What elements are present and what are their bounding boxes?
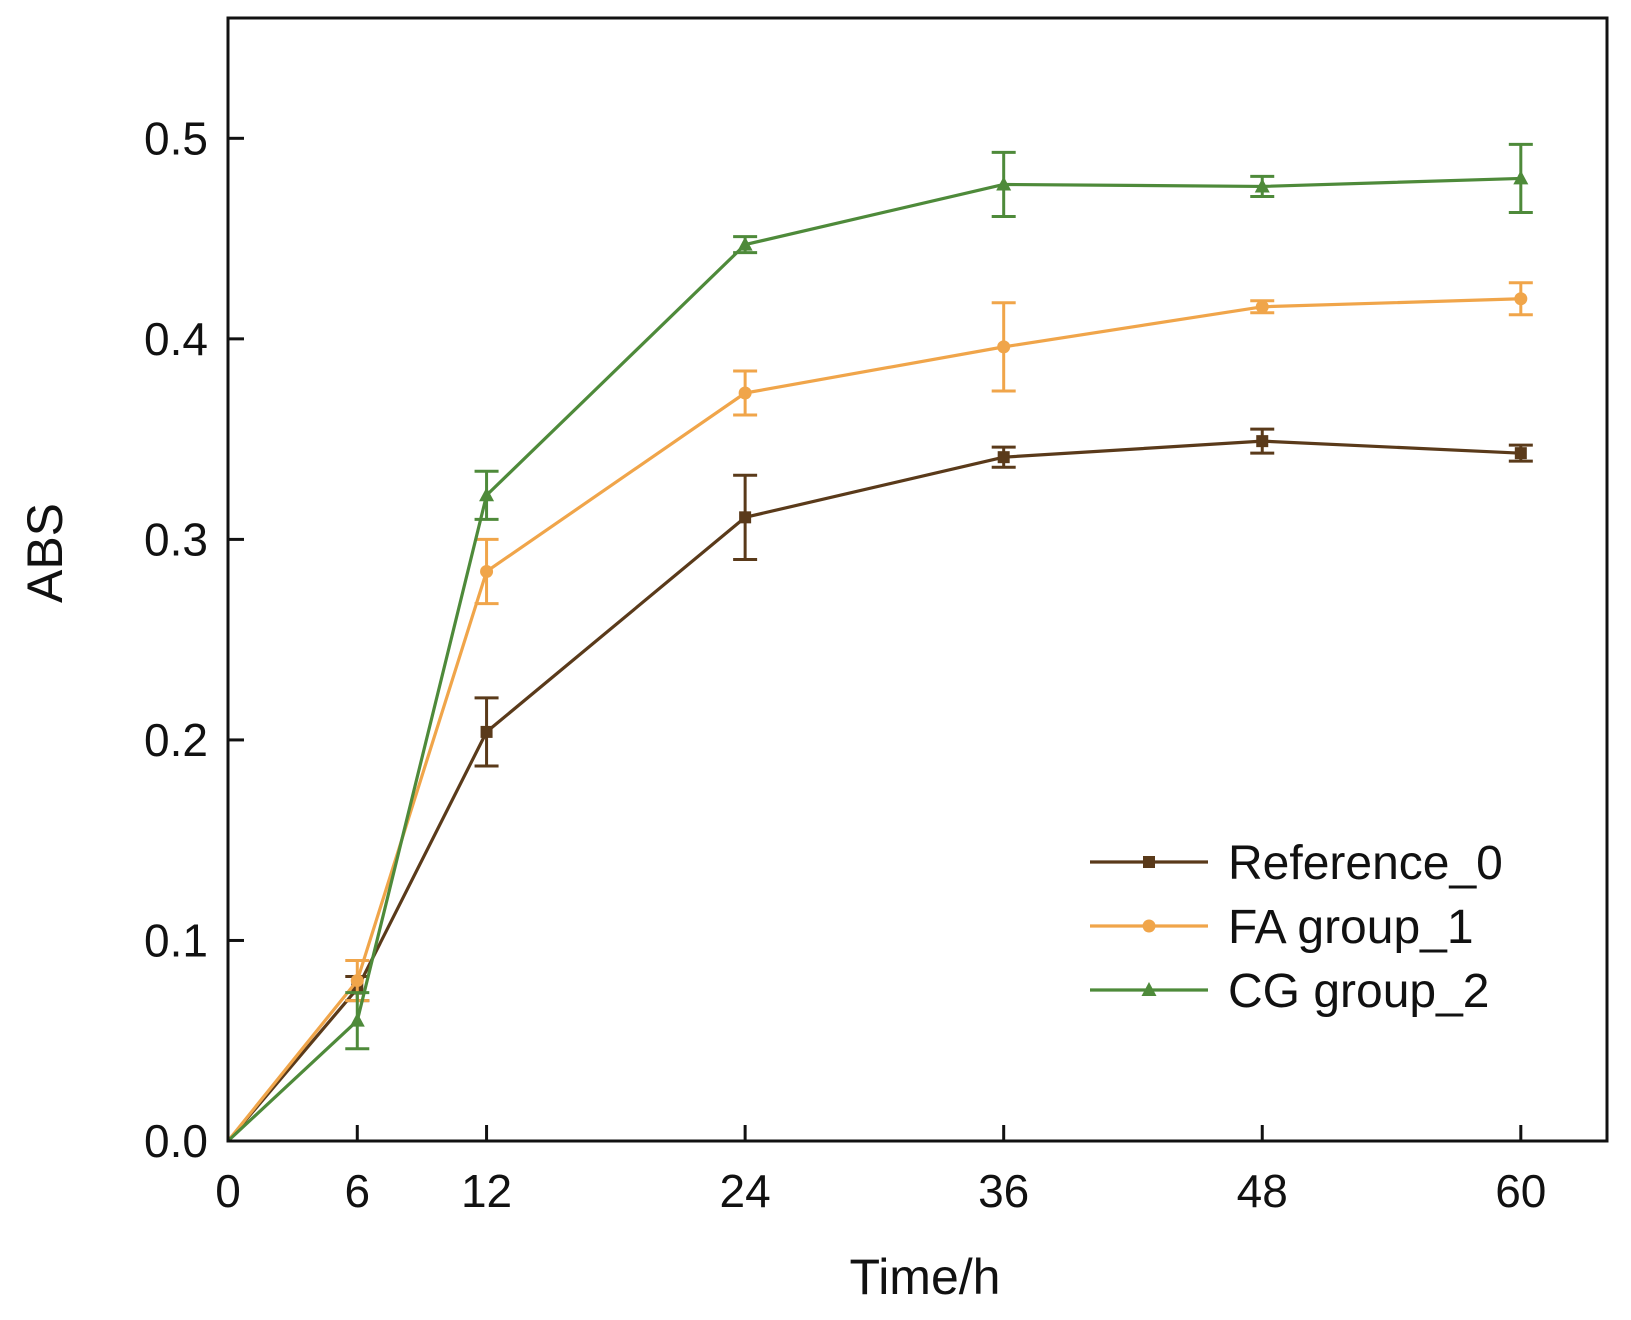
data-point <box>1513 170 1529 185</box>
legend-swatch-marker <box>1143 856 1155 868</box>
axis-ticks <box>226 136 1523 1143</box>
series-fa-group-1 <box>226 281 1533 1143</box>
legend-label: FA group_1 <box>1228 901 1474 954</box>
plot-frame <box>226 16 1609 1143</box>
data-point <box>1254 178 1270 193</box>
x-tick-label: 0 <box>215 1165 241 1217</box>
y-tick-label: 0.5 <box>144 112 208 164</box>
legend-item: CG group_2 <box>1090 965 1490 1018</box>
data-point <box>997 340 1011 354</box>
data-point <box>480 564 494 578</box>
x-tick-label: 60 <box>1495 1165 1546 1217</box>
legend-item: Reference_0 <box>1090 837 1503 890</box>
data-point <box>350 974 364 988</box>
data-point <box>1256 435 1269 448</box>
legend-label: CG group_2 <box>1228 965 1490 1018</box>
axis-tick-labels: 0 6 12 24 36 48 60 0.0 0.1 0.2 0.3 0.4 0.5 <box>144 112 1546 1217</box>
data-point <box>1514 292 1528 306</box>
data-point <box>479 487 495 502</box>
data-point <box>349 1012 365 1027</box>
series-line <box>226 439 1521 1143</box>
x-tick-label: 36 <box>978 1165 1029 1217</box>
data-point <box>737 236 753 251</box>
data-point <box>738 386 752 400</box>
y-tick-label: 0.2 <box>144 714 208 766</box>
x-tick-label: 6 <box>344 1165 370 1217</box>
series-cg-group-2 <box>226 142 1533 1143</box>
x-axis-title: Time/h <box>850 1249 1001 1305</box>
legend-label: Reference_0 <box>1228 837 1503 890</box>
legend-swatch-marker <box>1141 982 1157 996</box>
y-tick-label: 0.0 <box>144 1115 208 1167</box>
x-tick-label: 48 <box>1237 1165 1288 1217</box>
y-axis-title: ABS <box>17 503 73 603</box>
x-tick-label: 12 <box>461 1165 512 1217</box>
y-tick-label: 0.3 <box>144 513 208 565</box>
y-tick-label: 0.1 <box>144 914 208 966</box>
legend-swatch-marker <box>1142 919 1156 933</box>
data-series <box>226 142 1533 1143</box>
data-point <box>739 511 752 524</box>
data-point <box>1514 447 1527 460</box>
series-reference-0 <box>226 427 1533 1143</box>
legend: Reference_0 FA group_1 CG group_2 <box>1090 837 1503 1018</box>
x-tick-label: 24 <box>720 1165 771 1217</box>
legend-item: FA group_1 <box>1090 901 1474 954</box>
data-point <box>1255 300 1269 314</box>
data-point <box>997 451 1010 464</box>
data-point <box>996 176 1012 191</box>
y-tick-label: 0.4 <box>144 313 208 365</box>
data-point <box>480 725 493 738</box>
